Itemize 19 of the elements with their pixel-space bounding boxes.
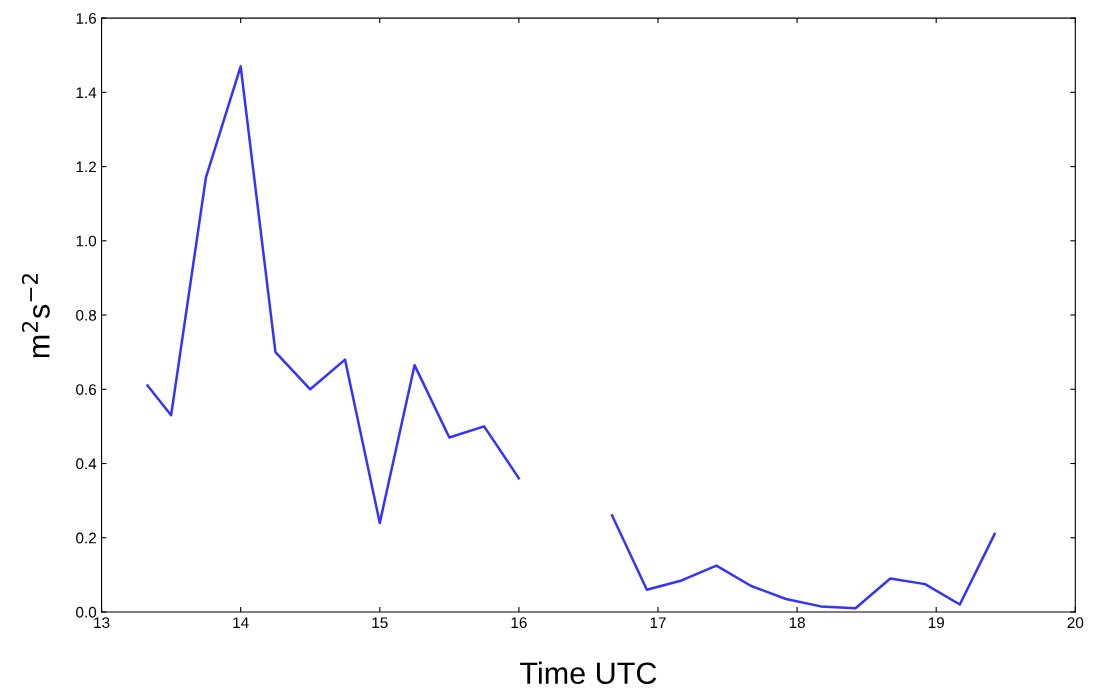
x-tick-label: 19 — [928, 617, 944, 629]
y-tick-label: 1.2 — [76, 161, 96, 173]
y-tick-label: 1.0 — [76, 235, 97, 247]
x-tick-label: 17 — [650, 617, 666, 628]
x-tick-label: 13 — [94, 617, 110, 629]
y-tick-label: 0.2 — [76, 532, 96, 544]
x-tick-label: 15 — [372, 617, 388, 629]
x-tick-label: 18 — [789, 617, 805, 629]
x-tick-label: 16 — [511, 617, 527, 629]
y-tick-label: 0.0 — [76, 606, 97, 618]
y-tick-label: 0.4 — [76, 458, 97, 470]
y-tick-label: 0.8 — [76, 309, 97, 321]
x-axis-title: Time UTC — [520, 661, 657, 685]
y-tick-label: 1.6 — [76, 12, 97, 24]
y-axis-title: m$^{2}$s$^{−2}$ — [21, 274, 50, 358]
y-tick-label: 0.6 — [76, 384, 97, 395]
y-tick-label: 1.4 — [76, 87, 97, 98]
x-tick-label: 20 — [1067, 617, 1084, 629]
x-tick-label: 14 — [233, 617, 249, 628]
